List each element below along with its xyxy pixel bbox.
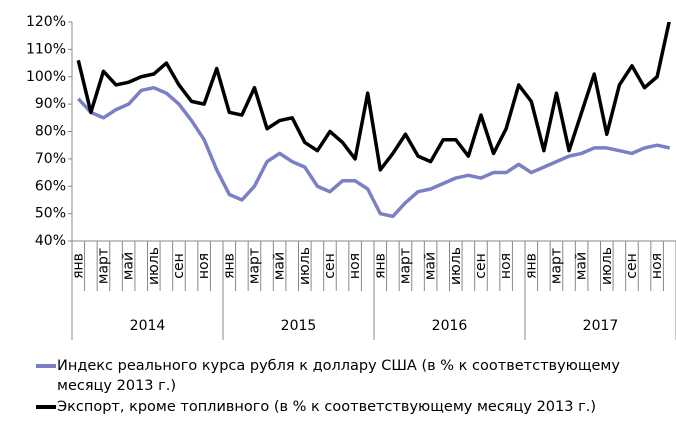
y-tick-label: 40% [35, 233, 66, 249]
x-tick-label: сен [322, 253, 338, 278]
x-tick-label: май [272, 252, 288, 280]
x-tick-label: июль [146, 247, 162, 285]
x-tick-label: сен [171, 253, 187, 278]
x-tick-label: июль [297, 247, 313, 285]
y-tick-label: 110% [26, 41, 66, 57]
series-line [77, 85, 671, 219]
y-tick-label: 80% [35, 124, 66, 140]
x-group-label: 2015 [281, 318, 317, 334]
x-tick-label: янв [70, 253, 86, 279]
x-tick-label: март [397, 248, 413, 284]
legend-entry: Экспорт, кроме топливного (в % к соответ… [36, 397, 672, 417]
x-tick-label: ноя [347, 253, 363, 279]
x-group-label: 2017 [583, 318, 619, 334]
x-tick-label: ноя [498, 253, 514, 279]
legend-label: Экспорт, кроме топливного (в % к соответ… [57, 399, 596, 415]
y-tick-label: 60% [35, 178, 66, 194]
x-tick-label: ноя [649, 253, 665, 279]
chart: 40%50%60%70%80%90%100%110%120%янв март май… [26, 14, 676, 340]
y-tick-label: 120% [26, 14, 66, 30]
x-group-label: 2014 [130, 318, 166, 334]
legend-swatch [36, 405, 56, 409]
x-tick-label: янв [523, 253, 539, 279]
legend: Индекс реального курса рубля к доллару С… [36, 356, 672, 418]
x-tick-label: июль [599, 247, 615, 285]
y-tick-label: 50% [35, 206, 66, 222]
x-group-label: 2016 [432, 318, 468, 334]
legend-swatch [36, 364, 56, 368]
x-tick-label: сен [473, 253, 489, 278]
plot-area [76, 22, 671, 219]
legend-entry: Индекс реального курса рубля к доллару С… [36, 356, 672, 396]
y-tick-label: 70% [35, 151, 66, 167]
x-tick-label: июль [448, 247, 464, 285]
x-tick-label: янв [372, 253, 388, 279]
x-tick-label: май [423, 252, 439, 280]
x-tick-label: сен [624, 253, 640, 278]
x-tick-label: май [121, 252, 137, 280]
legend-label: Индекс реального курса рубля к доллару С… [57, 358, 620, 394]
series-line [76, 22, 671, 172]
x-tick-label: март [548, 248, 564, 284]
x-tick-label: март [95, 248, 111, 284]
y-tick-label: 90% [35, 96, 66, 112]
x-tick-label: ноя [196, 253, 212, 279]
y-tick-label: 100% [26, 69, 66, 85]
x-tick-label: май [574, 252, 590, 280]
x-tick-label: янв [221, 253, 237, 279]
x-tick-label: март [246, 248, 262, 284]
